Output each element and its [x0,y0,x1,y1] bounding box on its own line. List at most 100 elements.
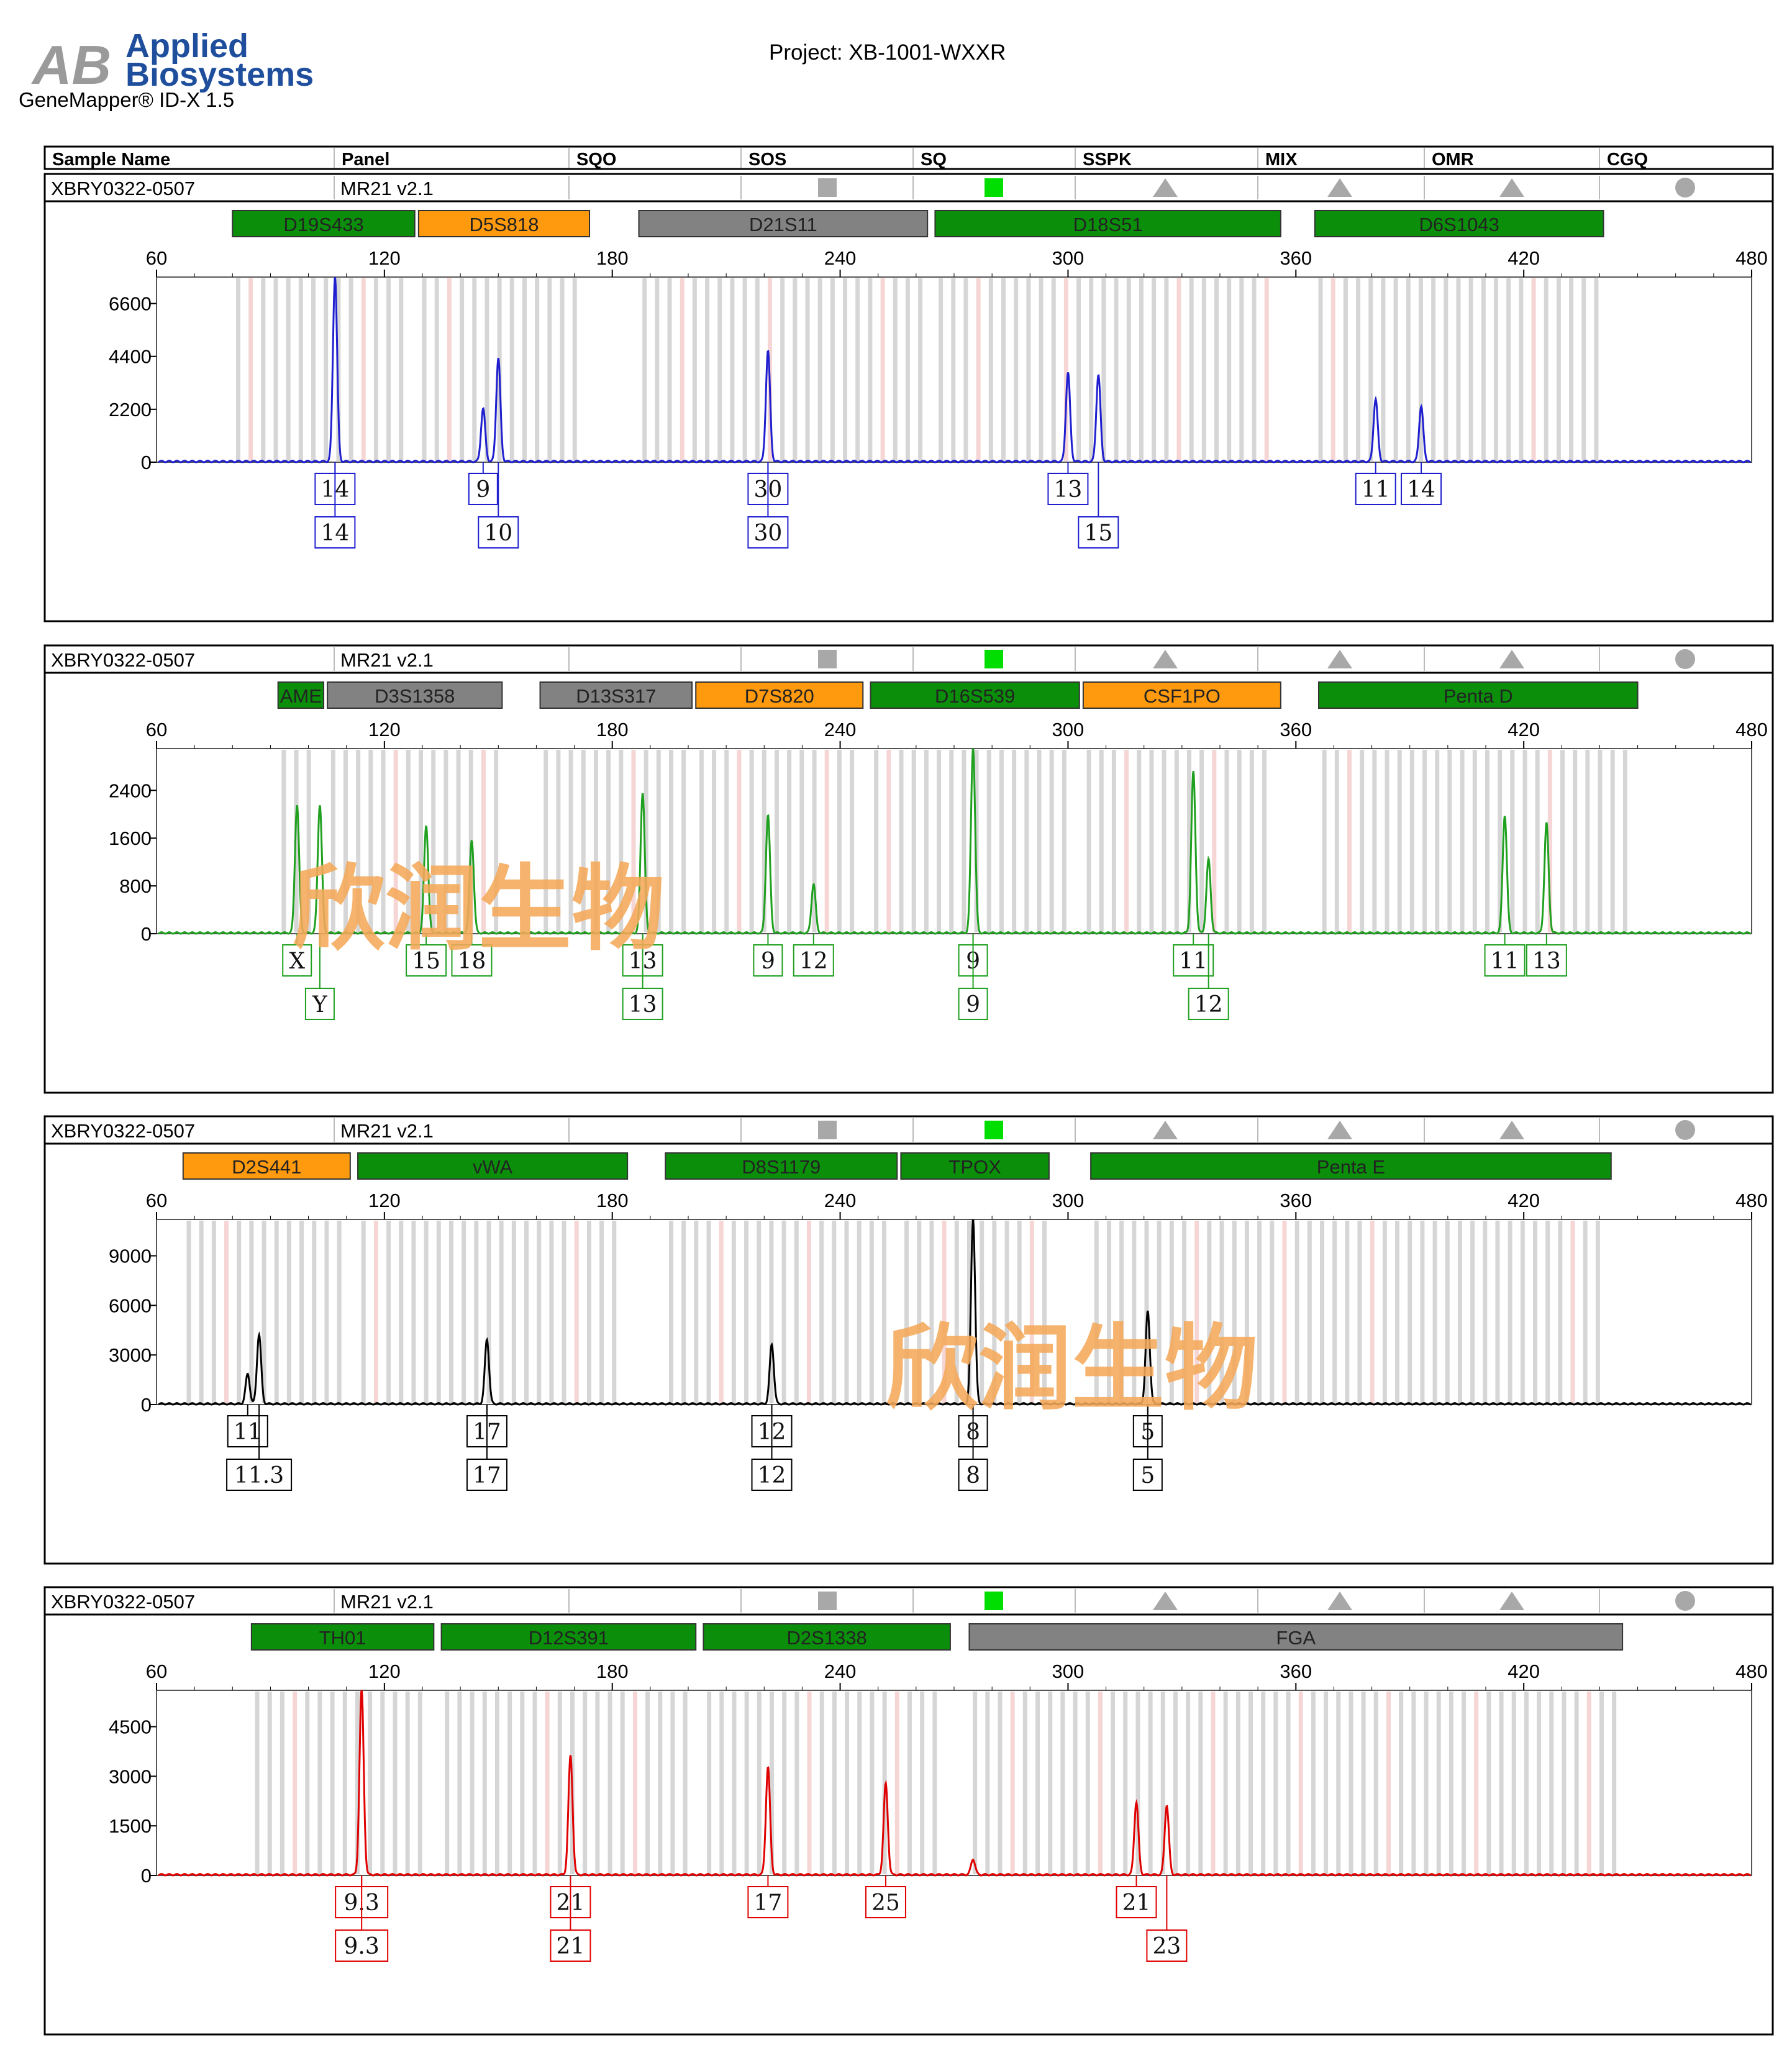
marker-label: Penta E [1317,1156,1385,1178]
marker-label: AME [280,685,322,707]
table-header-sq: SQ [921,150,947,170]
watermark-text: 欣润生物 [885,1315,1258,1423]
y-tick-label: 2200 [109,399,152,421]
x-tick-label: 300 [1052,1660,1085,1682]
allele-box [550,1929,591,1962]
table-header-sample-name: Sample Name [52,150,170,170]
allele-label: 14 [1407,477,1435,503]
watermark-text: 欣润生物 [292,855,665,963]
omr-flag-icon [1499,1121,1524,1139]
y-tick-label: 4500 [109,1716,152,1738]
table-header-omr: OMR [1432,150,1474,170]
marker-bin [232,210,416,237]
x-tick-label: 480 [1735,719,1768,740]
allele-box [622,988,663,1020]
allele-box [1146,1929,1188,1962]
marker-bin [277,681,325,709]
allele-label: X [289,949,305,974]
marker-label: D2S1338 [787,1627,867,1649]
cgq-flag-icon [1675,649,1695,669]
marker-label: D21S11 [749,214,817,235]
sspk-flag-icon [1153,650,1178,668]
sos-flag-icon [818,1121,837,1139]
x-tick-label: 60 [146,247,167,269]
y-tick-label: 0 [141,923,152,945]
marker-bin [1090,1152,1612,1180]
table-header-panel: Panel [342,150,389,170]
allele-label: 30 [753,521,782,546]
electropherogram-panel: XBRY0322-0507 MR21 v2.1 D19S433 D5S818 D21S1… [43,173,1774,622]
allele-box [751,1459,793,1491]
marker-bin [327,681,503,709]
electropherogram-panel: XBRY0322-0507 MR21 v2.1 TH01 D12S391 D2S1338… [43,1586,1774,2036]
sample-row [43,1586,1774,1616]
allele-label: 13 [1054,477,1083,503]
y-tick-label: 6000 [109,1295,152,1316]
mix-flag-icon [1327,1121,1352,1139]
marker-bin [1314,210,1604,237]
applied-biosystems-logo: AB Applied Biosystems [31,27,314,96]
sample-row [43,1115,1774,1145]
allele-label: 12 [1194,992,1223,1018]
x-tick-label: 60 [146,719,167,740]
allele-label: 5 [1140,1463,1155,1488]
y-tick-label: 3000 [109,1344,152,1366]
marker-bin [250,1623,435,1651]
trace-line [158,1219,1752,1406]
x-tick-label: 480 [1735,1660,1768,1682]
allele-box [314,516,356,549]
allele-box [747,1886,789,1918]
marker-bin [539,681,693,709]
sample-name: XBRY0322-0507 [51,649,195,671]
x-tick-label: 120 [368,247,401,269]
y-tick-label: 1500 [109,1815,152,1837]
allele-label: 11 [1362,477,1390,503]
marker-bin [1082,681,1281,709]
logo-line2: Biosystems [125,56,314,93]
marker-bin [968,1623,1624,1651]
allele-box [451,944,493,977]
table-header-sqo: SQO [576,150,616,170]
marker-bin [182,1152,351,1180]
sq-flag-icon [985,178,1003,197]
allele-box [335,1929,389,1962]
x-tick-label: 420 [1508,719,1540,740]
mix-flag-icon [1327,1592,1352,1610]
logo-line1: Applied [125,27,248,65]
table-header-mix: MIX [1265,150,1298,170]
sspk-flag-icon [1153,1121,1178,1139]
x-tick-label: 60 [146,1190,167,1211]
logo-mark-text: AB [31,34,111,96]
sos-flag-icon [818,1592,837,1610]
sos-flag-icon [818,178,837,197]
cgq-flag-icon [1675,1120,1695,1140]
allele-box [226,1459,293,1491]
x-tick-label: 180 [596,1190,629,1211]
allele-label: 25 [871,1890,900,1916]
omr-flag-icon [1499,178,1524,197]
x-tick-label: 360 [1280,1190,1312,1211]
panel-name: MR21 v2.1 [340,649,434,671]
allele-label: 9.3 [344,1934,380,1959]
x-tick-label: 420 [1508,247,1540,269]
y-tick-label: 4400 [109,346,152,368]
x-tick-label: 240 [824,1190,857,1211]
x-tick-label: 180 [596,1660,629,1682]
panel-name: MR21 v2.1 [340,1591,434,1613]
x-tick-label: 240 [824,1660,857,1682]
allele-label: 13 [629,992,657,1018]
sample-name: XBRY0322-0507 [51,178,195,199]
allele-label: Y [312,992,328,1018]
x-tick-label: 360 [1280,247,1312,269]
allele-box [406,944,447,977]
marker-label: D7S820 [745,685,814,707]
y-tick-label: 0 [141,1865,152,1887]
omr-flag-icon [1499,1592,1524,1610]
marker-label: D12S391 [529,1627,609,1649]
x-tick-label: 300 [1052,719,1085,740]
allele-box [793,944,834,977]
allele-label: 12 [799,949,828,974]
allele-box [1173,944,1214,977]
x-tick-label: 180 [596,719,629,740]
